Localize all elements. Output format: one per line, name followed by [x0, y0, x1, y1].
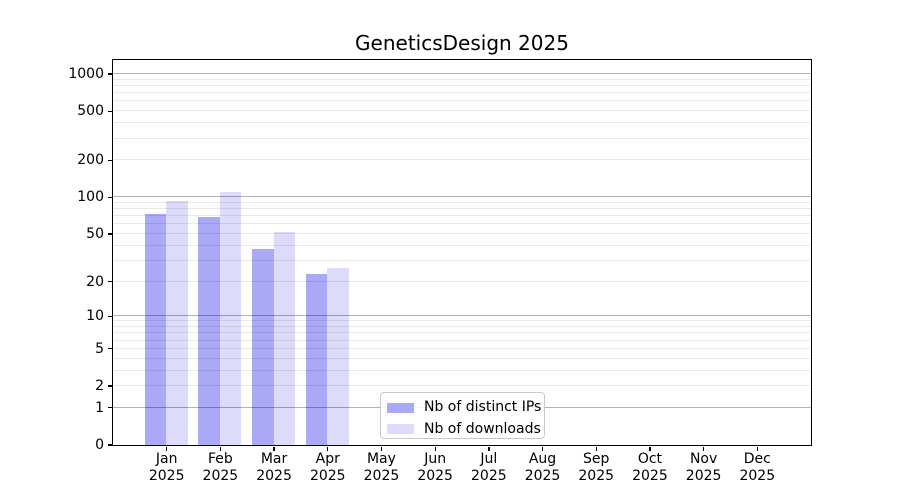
x-tick-label: May 2025: [363, 451, 400, 485]
bar-jan-distinct-ips: [144, 214, 167, 445]
bar-feb-downloads: [219, 191, 242, 445]
y-tick-mark: [108, 196, 112, 198]
x-tick-label: Jun 2025: [417, 451, 453, 485]
x-tick-mark: [488, 446, 490, 451]
x-tick-mark: [166, 446, 168, 451]
x-tick-label: Apr 2025: [309, 451, 346, 485]
chart-title: GeneticsDesign 2025: [355, 31, 569, 55]
y-tick-label: 20: [86, 273, 104, 290]
x-tick-label: Oct 2025: [632, 451, 668, 485]
y-tick-label: 1: [95, 399, 104, 416]
legend-label-downloads: Nb of downloads: [424, 420, 541, 437]
x-tick-mark: [595, 446, 597, 451]
bar-apr-downloads: [327, 267, 349, 445]
bars-layer: [113, 60, 811, 445]
bar-feb-distinct-ips: [198, 217, 220, 445]
legend: Nb of distinct IPs Nb of downloads: [380, 391, 545, 439]
legend-label-distinct-ips: Nb of distinct IPs: [424, 399, 542, 415]
y-tick-mark: [108, 385, 112, 387]
y-tick-mark: [108, 444, 112, 446]
x-tick-mark: [219, 446, 222, 451]
x-tick-mark: [380, 446, 383, 451]
legend-item-downloads: Nb of downloads: [386, 420, 545, 438]
x-tick-label: Dec 2025: [739, 451, 776, 485]
y-tick-label: 500: [77, 103, 104, 120]
y-tick-label: 100: [77, 189, 104, 206]
y-tick-label: 0: [95, 437, 104, 453]
y-tick-label: 10: [86, 308, 104, 325]
x-tick-label: Feb 2025: [202, 451, 239, 485]
y-tick-label: 200: [77, 152, 104, 169]
y-tick-mark: [108, 280, 112, 283]
y-tick-mark: [108, 159, 112, 161]
x-tick-mark: [541, 446, 544, 451]
x-tick-mark: [434, 446, 436, 451]
x-tick-label: Sep 2025: [578, 451, 615, 485]
x-tick-mark: [273, 446, 275, 451]
x-tick-label: Mar 2025: [256, 451, 292, 485]
legend-swatch-distinct-ips-icon: [386, 402, 414, 413]
y-tick-label: 5: [95, 340, 104, 357]
plot-area: [111, 58, 812, 446]
bar-mar-downloads: [273, 232, 296, 445]
bar-mar-distinct-ips: [252, 249, 274, 445]
y-tick-label: 2: [95, 378, 104, 395]
y-tick-mark: [108, 233, 112, 235]
x-tick-label: Jan 2025: [148, 451, 185, 485]
bar-jan-downloads: [166, 201, 188, 445]
y-tick-label: 50: [86, 225, 104, 242]
x-tick-label: Nov 2025: [685, 451, 722, 485]
x-tick-label: Jul 2025: [471, 451, 507, 485]
x-tick-mark: [703, 446, 705, 451]
bar-apr-distinct-ips: [305, 273, 328, 445]
legend-swatch-downloads-icon: [386, 424, 414, 434]
x-tick-mark: [327, 446, 329, 451]
x-tick-mark: [649, 446, 651, 451]
y-tick-mark: [108, 315, 112, 317]
legend-item-distinct-ips: Nb of distinct IPs: [386, 399, 545, 416]
y-tick-mark: [108, 73, 112, 75]
y-tick-mark: [108, 110, 112, 112]
y-tick-mark: [108, 348, 112, 350]
x-tick-mark: [756, 446, 758, 451]
y-tick-label: 1000: [68, 66, 104, 83]
y-tick-mark: [108, 407, 112, 409]
x-tick-label: Aug 2025: [524, 451, 561, 485]
